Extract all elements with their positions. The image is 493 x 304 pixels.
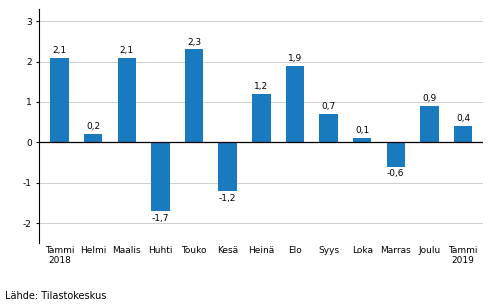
Bar (387, 142, 405, 167)
Bar (50, 57, 69, 142)
Bar (353, 138, 371, 142)
Bar (252, 94, 271, 142)
Bar (151, 142, 170, 211)
Text: 0,1: 0,1 (355, 126, 369, 136)
Bar (285, 66, 304, 142)
Text: 0,7: 0,7 (321, 102, 336, 111)
Bar (420, 106, 439, 142)
Text: -1,2: -1,2 (219, 194, 236, 202)
Text: Lähde: Tilastokeskus: Lähde: Tilastokeskus (5, 291, 106, 301)
Text: 2,1: 2,1 (120, 46, 134, 55)
Text: -0,6: -0,6 (387, 169, 404, 178)
Text: 2,1: 2,1 (53, 46, 67, 55)
Text: -1,7: -1,7 (152, 214, 169, 223)
Bar (319, 114, 338, 142)
Text: 0,4: 0,4 (456, 114, 470, 123)
Text: 2,3: 2,3 (187, 38, 201, 47)
Bar (185, 50, 203, 142)
Text: 1,9: 1,9 (288, 54, 302, 63)
Bar (84, 134, 103, 142)
Text: 0,2: 0,2 (86, 123, 100, 131)
Bar (118, 57, 136, 142)
Text: 0,9: 0,9 (422, 94, 436, 103)
Bar (218, 142, 237, 191)
Text: 1,2: 1,2 (254, 82, 268, 91)
Bar (454, 126, 472, 142)
